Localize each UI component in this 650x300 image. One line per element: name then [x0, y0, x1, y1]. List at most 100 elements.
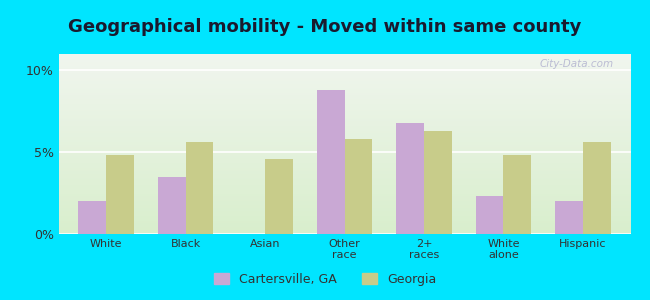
Bar [58, 171, 630, 172]
Bar [58, 233, 630, 234]
Bar [58, 145, 630, 146]
Bar [58, 67, 630, 68]
Bar [58, 114, 630, 115]
Bar [58, 177, 630, 178]
Bar [58, 82, 630, 83]
Bar [58, 206, 630, 207]
Bar [58, 98, 630, 99]
Bar [58, 140, 630, 141]
Bar [58, 189, 630, 190]
Bar [58, 151, 630, 152]
Bar [58, 146, 630, 147]
Bar [58, 183, 630, 184]
Bar [58, 133, 630, 134]
Bar [58, 229, 630, 230]
Bar [58, 103, 630, 104]
Bar [58, 118, 630, 119]
Bar [58, 184, 630, 185]
Bar [58, 110, 630, 111]
Bar [58, 76, 630, 77]
Bar [58, 70, 630, 71]
Bar [58, 186, 630, 187]
Bar [58, 179, 630, 180]
Bar [58, 123, 630, 124]
Bar [58, 88, 630, 89]
Bar [583, 142, 610, 234]
Bar [58, 178, 630, 179]
Bar [58, 104, 630, 105]
Bar [58, 215, 630, 216]
Bar [58, 219, 630, 220]
Bar [58, 107, 630, 108]
Bar [58, 221, 630, 222]
Bar [555, 201, 583, 234]
Bar [58, 168, 630, 169]
Bar [58, 57, 630, 58]
Bar [58, 226, 630, 227]
Bar [58, 59, 630, 60]
Bar [396, 123, 424, 234]
Bar [58, 85, 630, 86]
Bar [58, 77, 630, 78]
Bar [58, 109, 630, 110]
Bar [58, 136, 630, 137]
Bar [58, 218, 630, 219]
Bar [58, 75, 630, 76]
Bar [58, 160, 630, 161]
Bar [58, 80, 630, 81]
Bar [58, 170, 630, 171]
Bar [58, 222, 630, 223]
Bar [58, 62, 630, 63]
Bar [58, 85, 630, 86]
Bar [58, 172, 630, 173]
Bar [58, 138, 630, 139]
Bar [58, 182, 630, 183]
Bar [58, 122, 630, 123]
Bar [58, 131, 630, 132]
Text: City-Data.com: City-Data.com [540, 59, 614, 69]
Bar [58, 174, 630, 175]
Bar [58, 71, 630, 72]
Bar [58, 167, 630, 168]
Bar [58, 126, 630, 127]
Bar [58, 199, 630, 200]
Bar [58, 72, 630, 73]
Bar [58, 224, 630, 225]
Bar [58, 159, 630, 160]
Bar [58, 56, 630, 57]
Bar [58, 157, 630, 158]
Bar [58, 197, 630, 198]
Bar [58, 190, 630, 191]
Bar [58, 196, 630, 197]
Bar [58, 205, 630, 206]
Bar [58, 100, 630, 101]
Bar [58, 187, 630, 188]
Bar [58, 203, 630, 204]
Bar [344, 139, 372, 234]
Bar [58, 105, 630, 106]
Bar [58, 207, 630, 208]
Bar [58, 141, 630, 142]
Bar [58, 63, 630, 64]
Bar [58, 156, 630, 157]
Bar [58, 204, 630, 205]
Bar [58, 111, 630, 112]
Bar [58, 65, 630, 66]
Bar [58, 147, 630, 148]
Bar [58, 69, 630, 70]
Bar [58, 96, 630, 97]
Bar [58, 149, 630, 150]
Bar [58, 227, 630, 228]
Bar [58, 220, 630, 221]
Bar [58, 132, 630, 133]
Bar [265, 159, 293, 234]
Bar [58, 102, 630, 103]
Bar [58, 106, 630, 107]
Bar [58, 148, 630, 149]
Bar [58, 173, 630, 174]
Bar [58, 124, 630, 125]
Bar [58, 90, 630, 91]
Bar [58, 166, 630, 167]
Bar [58, 191, 630, 192]
Bar [58, 228, 630, 229]
